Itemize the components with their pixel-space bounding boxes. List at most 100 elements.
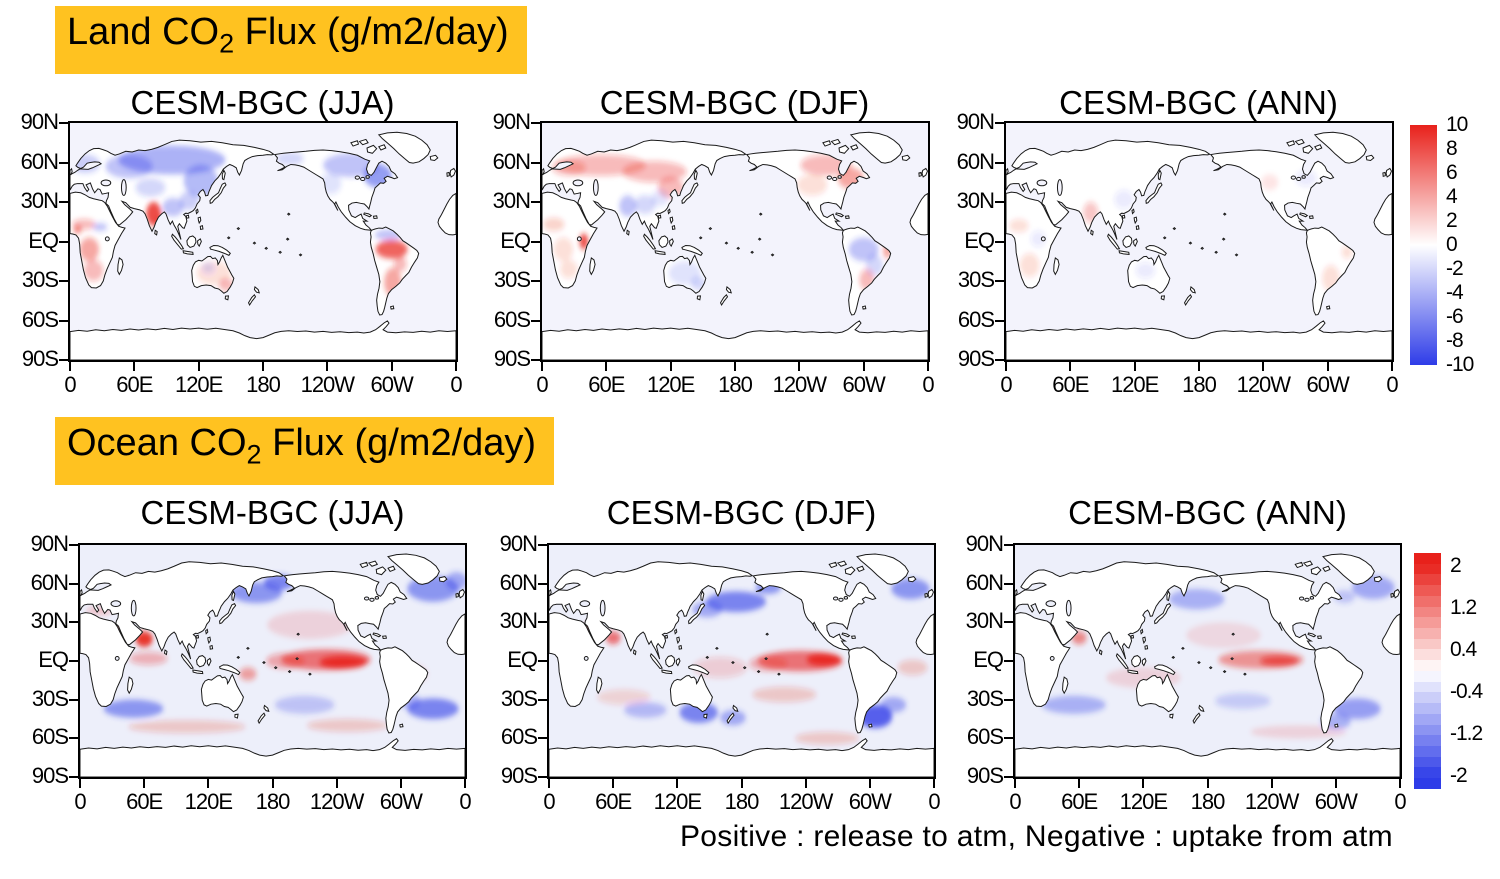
y-tick-label: 90N [30, 531, 69, 556]
y-tick-mark [531, 280, 540, 282]
y-tick-mark [69, 660, 78, 662]
x-tick-label: 60W [1314, 789, 1358, 814]
panel-title: CESM-BGC (ANN) [1059, 84, 1338, 121]
colorbar-bar [1410, 125, 1437, 365]
y-tick-mark [59, 280, 68, 282]
x-tick-mark [676, 779, 679, 788]
x-tick-label: 0 [74, 789, 86, 814]
y-tick-mark [59, 240, 68, 243]
y-tick-label: 90S [31, 763, 69, 788]
y-tick-mark [995, 122, 1004, 124]
y-tick-label: 30S [31, 685, 69, 711]
colorbar-step [1414, 778, 1441, 789]
y-tick-mark [995, 201, 1004, 203]
y-tick-mark [995, 319, 1004, 322]
y-tick-mark [531, 122, 540, 124]
x-tick-mark [734, 362, 736, 371]
colorbar-step [1414, 681, 1441, 693]
x-tick-mark [541, 362, 543, 371]
world-map [80, 545, 465, 777]
y-tick-label: 60S [31, 724, 69, 750]
colorbar-step [1414, 756, 1441, 768]
world-map [70, 123, 456, 360]
x-tick-label: 60E [116, 372, 153, 397]
x-tick-mark [69, 362, 71, 371]
colorbar-tick-label: 8 [1446, 137, 1458, 160]
x-tick-label: 0 [64, 372, 76, 397]
y-tick-mark [538, 621, 547, 624]
ocean-title-text: Ocean CO [67, 422, 247, 464]
colorbar-tick-label: -0.4 [1450, 680, 1483, 703]
x-tick-mark [1005, 362, 1007, 371]
x-tick-mark [1262, 362, 1265, 371]
y-tick-mark [69, 776, 78, 778]
x-tick-mark [143, 779, 146, 788]
y-tick-label: 30N [492, 188, 531, 213]
world-map [549, 545, 934, 777]
y-tick-mark [1004, 660, 1013, 662]
y-tick-label: 90S [957, 346, 995, 371]
y-tick-label: 60N [492, 148, 531, 174]
x-tick-label: 120W [772, 372, 827, 397]
y-tick-mark [995, 359, 1004, 361]
x-tick-mark [79, 779, 81, 788]
y-tick-label: EQ [964, 227, 995, 253]
colorbar-step [1414, 628, 1441, 639]
y-tick-mark [531, 319, 540, 322]
x-tick-mark [612, 779, 615, 788]
y-tick-mark [69, 698, 78, 701]
map-panel-land-jja: CESM-BGC (JJA) 90N 60N 30N EQ 30S 60S 90S 0 60E 12… [0, 84, 464, 397]
colorbar-tick-label: 6 [1446, 161, 1458, 184]
x-tick-label: 180 [1190, 789, 1226, 814]
y-tick-mark [59, 122, 68, 124]
world-map [1006, 123, 1392, 360]
colorbar-step [1414, 703, 1441, 714]
x-tick-label: 180 [724, 789, 760, 814]
x-tick-label: 120W [1244, 789, 1299, 814]
x-tick-label: 120W [1236, 372, 1291, 397]
panel-title: CESM-BGC (DJF) [599, 84, 870, 121]
x-tick-mark [271, 779, 274, 788]
land-title-text: Land CO [67, 11, 220, 53]
y-tick-label: EQ [973, 647, 1004, 672]
y-tick-mark [1004, 698, 1013, 701]
x-tick-label: 0 [1386, 372, 1398, 397]
x-tick-label: 60E [126, 789, 163, 814]
x-tick-mark [133, 362, 136, 371]
y-tick-label: 60N [956, 148, 995, 174]
colorbar-step [1414, 724, 1441, 736]
y-tick-label: 90S [500, 763, 538, 788]
colorbar-step [1414, 713, 1441, 725]
y-tick-mark [538, 737, 547, 740]
colorbar-step [1414, 574, 1441, 586]
colorbar-tick-label: 4 [1446, 185, 1458, 208]
y-tick-label: EQ [500, 227, 531, 253]
ocean-colorbar: 2 1.2 0.4 -0.4 -1.2 -2 [1414, 553, 1500, 789]
x-tick-mark [455, 362, 457, 371]
y-tick-label: 30S [500, 685, 538, 711]
y-tick-mark [1004, 737, 1013, 740]
x-tick-mark [197, 362, 200, 371]
colorbar-step [1414, 638, 1441, 650]
y-tick-label: EQ [38, 647, 69, 672]
colorbar-step [1414, 563, 1441, 575]
x-tick-label: 120E [184, 789, 233, 814]
y-tick-mark [59, 319, 68, 322]
x-tick-label: 60W [379, 789, 423, 814]
land-section-title: Land CO2 Flux (g/m2/day) [55, 6, 527, 74]
y-tick-mark [1004, 582, 1013, 585]
x-tick-label: 120W [300, 372, 355, 397]
x-tick-mark [1270, 779, 1273, 788]
y-tick-mark [531, 201, 540, 203]
colorbar-tick-label: -10 [1446, 353, 1474, 376]
x-tick-label: 180 [255, 789, 291, 814]
x-tick-mark [1326, 362, 1329, 371]
x-tick-label: 60W [848, 789, 892, 814]
x-tick-mark [1206, 779, 1209, 788]
x-tick-mark [862, 362, 865, 371]
map-panel-land-djf: CESM-BGC (DJF) 90N 60N 30N EQ 30S 60S 90S 0 60E 12… [468, 84, 936, 397]
x-tick-mark [335, 779, 338, 788]
x-tick-mark [927, 362, 929, 371]
x-tick-label: 120E [653, 789, 702, 814]
land-colorbar: 10 8 6 4 2 0 -2 -4 -6 -8 -10 [1410, 113, 1500, 376]
